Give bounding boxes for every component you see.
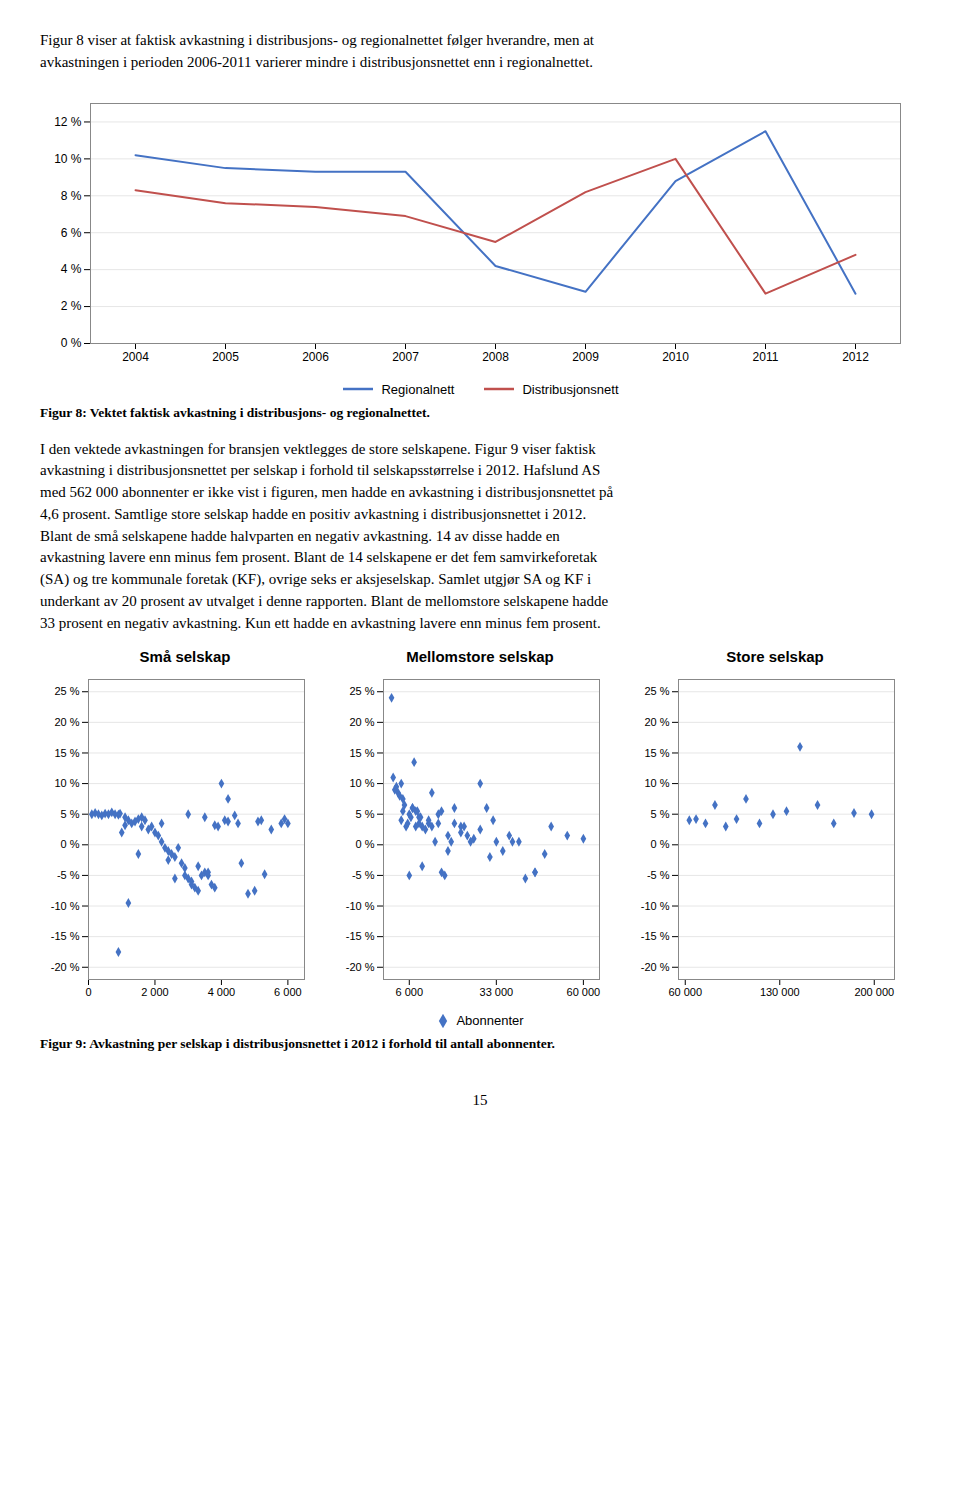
svg-text:2006: 2006 [302,350,329,364]
svg-text:-15 %: -15 % [51,930,80,942]
svg-text:20 %: 20 % [644,716,669,728]
svg-text:2 %: 2 % [61,299,82,313]
svg-text:2010: 2010 [662,350,689,364]
svg-text:2007: 2007 [392,350,419,364]
svg-text:2005: 2005 [212,350,239,364]
svg-text:200 000: 200 000 [854,987,894,999]
svg-text:4 000: 4 000 [208,987,236,999]
svg-text:-15 %: -15 % [641,930,670,942]
svg-text:6 000: 6 000 [274,987,302,999]
svg-text:0 %: 0 % [61,336,82,350]
svg-text:0 %: 0 % [356,839,375,851]
svg-text:0: 0 [85,987,91,999]
svg-text:25 %: 25 % [54,686,79,698]
svg-text:-5 %: -5 % [352,869,375,881]
html-text:15: 15 [472,1092,488,1109]
svg-text:0 %: 0 % [651,839,670,851]
svg-text:20 %: 20 % [349,716,374,728]
svg-text:130 000: 130 000 [760,987,800,999]
svg-text:60 000: 60 000 [567,987,601,999]
svg-text:-20 %: -20 % [346,961,375,973]
html-text:Distribusjonsnett: Distribusjonsnett [522,381,619,397]
svg-text:15 %: 15 % [54,747,79,759]
svg-text:2008: 2008 [482,350,509,364]
svg-text:6 %: 6 % [61,225,82,239]
svg-text:25 %: 25 % [349,686,374,698]
html-text:I den vektede avkastningen for: I den vektede avkastningen for bransjen … [40,440,614,631]
svg-text:-5 %: -5 % [57,869,80,881]
svg-text:10 %: 10 % [644,777,669,789]
svg-text:60 000: 60 000 [668,987,702,999]
svg-text:2004: 2004 [122,350,149,364]
svg-text:2009: 2009 [572,350,599,364]
svg-text:8 %: 8 % [61,188,82,202]
svg-text:5 %: 5 % [651,808,670,820]
html-text:Små selskap: Små selskap [139,648,231,666]
svg-text:-20 %: -20 % [51,961,80,973]
html-text:Figur 8: Vektet faktisk avkast: Figur 8: Vektet faktisk avkastning i dis… [40,404,430,420]
svg-text:15 %: 15 % [349,747,374,759]
html-text:Figur 9: Avkastning per selska: Figur 9: Avkastning per selskap i distri… [40,1036,555,1052]
svg-text:2 000: 2 000 [141,987,169,999]
svg-text:20 %: 20 % [54,716,79,728]
svg-text:5 %: 5 % [356,808,375,820]
svg-text:2011: 2011 [753,350,779,364]
svg-text:12 %: 12 % [54,114,82,128]
svg-text:10 %: 10 % [349,777,374,789]
svg-text:33 000: 33 000 [480,987,514,999]
svg-text:5 %: 5 % [61,808,80,820]
svg-text:-10 %: -10 % [346,900,375,912]
svg-text:-20 %: -20 % [641,961,670,973]
svg-text:0 %: 0 % [61,839,80,851]
svg-text:-10 %: -10 % [51,900,80,912]
svg-text:-5 %: -5 % [647,869,670,881]
svg-text:15 %: 15 % [644,747,669,759]
svg-text:-15 %: -15 % [346,930,375,942]
svg-text:4 %: 4 % [61,262,82,276]
html-text:Mellomstore selskap: Mellomstore selskap [406,648,554,666]
html-text:Abonnenter: Abonnenter [456,1013,524,1029]
html-text:Figur 8 viser at faktisk avkas: Figur 8 viser at faktisk avkastning i di… [40,32,594,70]
svg-text:25 %: 25 % [644,686,669,698]
svg-text:2012: 2012 [842,350,869,364]
svg-text:10 %: 10 % [54,777,79,789]
svg-text:-10 %: -10 % [641,900,670,912]
svg-text:6 000: 6 000 [396,987,424,999]
html-text:Regionalnett: Regionalnett [381,381,455,397]
svg-text:10 %: 10 % [54,151,82,165]
html-text:Store selskap: Store selskap [726,648,824,666]
